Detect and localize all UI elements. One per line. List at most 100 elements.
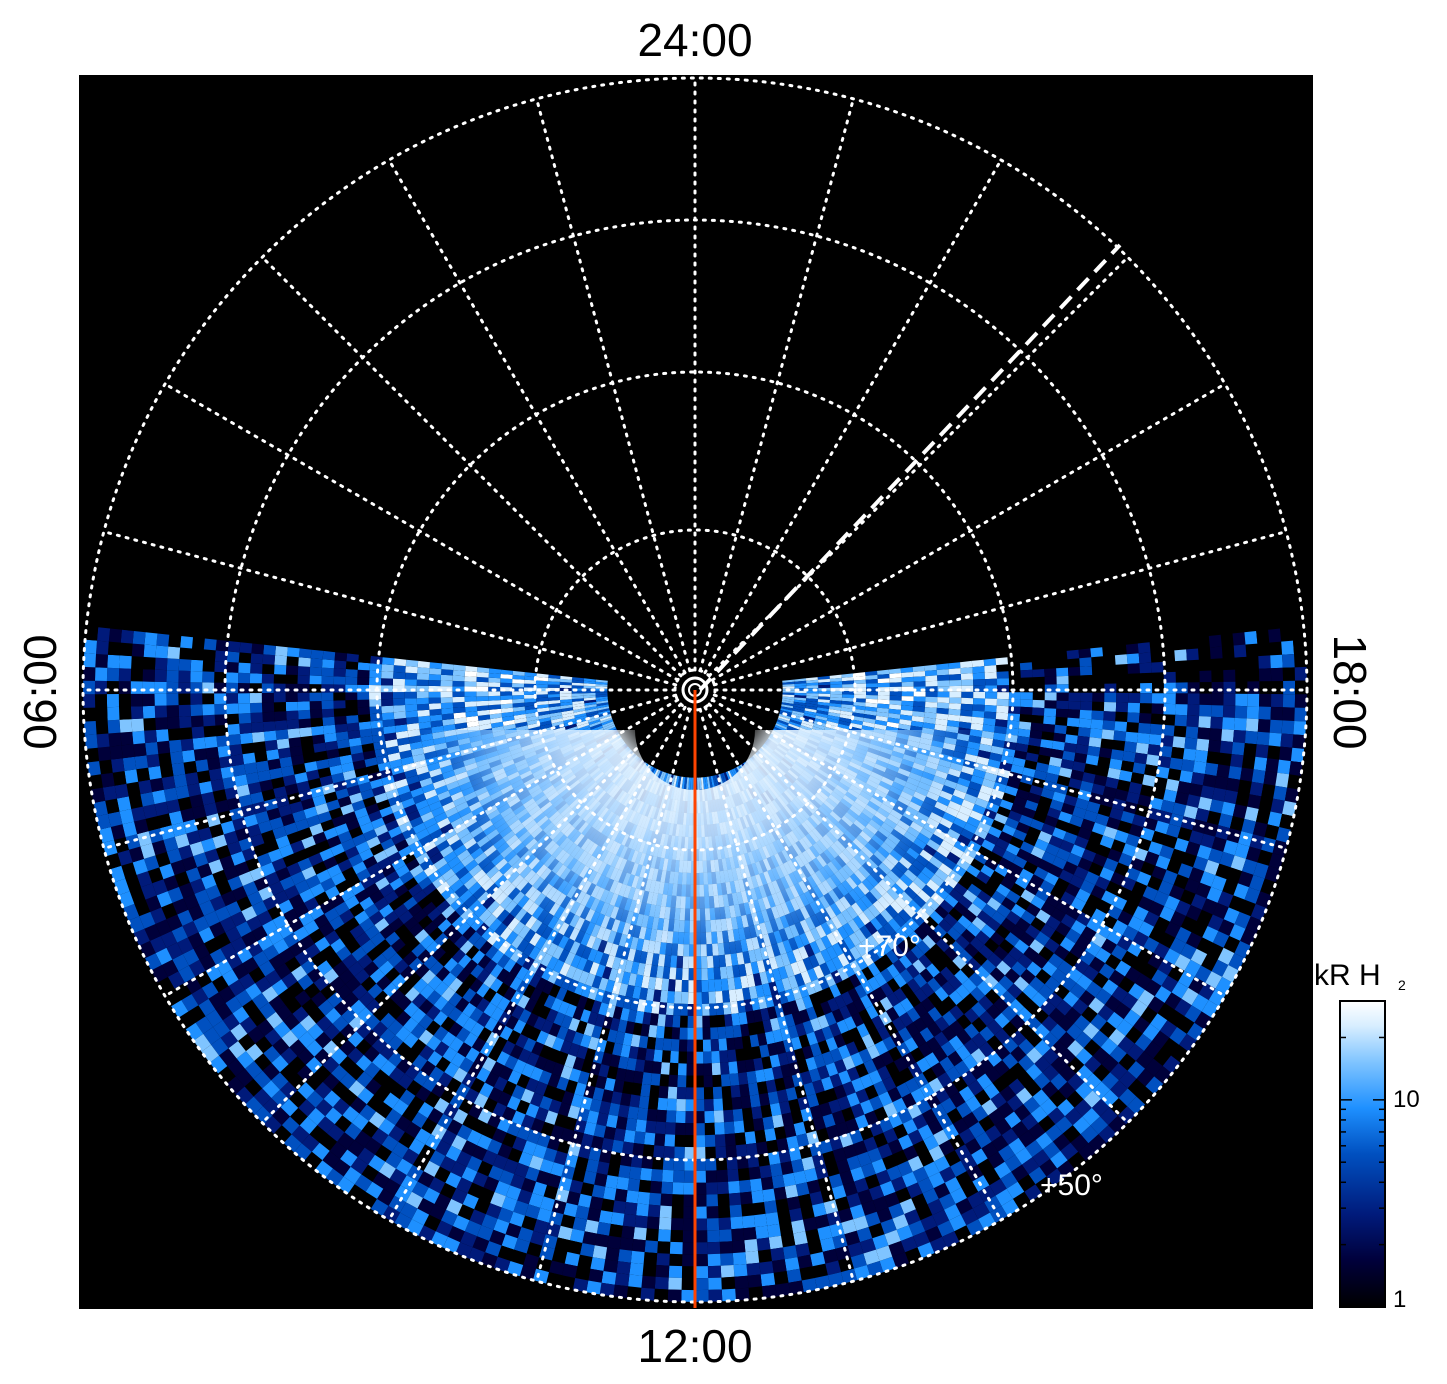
heatmap-cell [794, 683, 807, 687]
heatmap-cell [854, 694, 866, 699]
heatmap-cell [641, 1072, 652, 1085]
heatmap-cell [393, 658, 407, 667]
heatmap-cell [429, 668, 442, 675]
heatmap-cell [670, 1039, 680, 1052]
heatmap-cell [1056, 675, 1069, 685]
heatmap-cell [1128, 693, 1141, 704]
heatmap-cell [441, 669, 454, 676]
heatmap-cell [681, 776, 686, 789]
heatmap-cell [380, 692, 393, 700]
heatmap-cell [1099, 747, 1113, 759]
heatmap-cell [547, 684, 560, 688]
heatmap-cell [712, 1086, 723, 1099]
heatmap-cell [683, 1182, 695, 1195]
heatmap-cell [806, 693, 819, 697]
heatmap-cell [298, 709, 311, 720]
heatmap-cell [266, 749, 280, 761]
heatmap-cell [603, 724, 616, 732]
heatmap-cell [769, 1163, 783, 1177]
heatmap-cell [512, 670, 525, 676]
heatmap-cell [488, 682, 501, 687]
heatmap-cell [1150, 723, 1163, 736]
heatmap-cell [771, 1175, 785, 1189]
heatmap-cell [512, 679, 525, 684]
heatmap-cell [1019, 714, 1032, 723]
heatmap-cell [548, 703, 561, 708]
heatmap-cell [925, 696, 938, 703]
heatmap-cell [488, 691, 501, 697]
heatmap-cell [706, 776, 711, 789]
heatmap-cell [226, 672, 239, 683]
heatmap-cell [841, 704, 854, 709]
heatmap-cell [874, 719, 888, 726]
heatmap-cell [800, 722, 813, 729]
heatmap-cell [524, 679, 537, 684]
heatmap-cell [719, 1050, 729, 1063]
heatmap-cell [262, 654, 276, 665]
heatmap-cell [1175, 693, 1188, 705]
heatmap-cell [720, 1074, 731, 1087]
heatmap-cell [678, 1051, 687, 1064]
heatmap-cell [607, 1163, 621, 1177]
heatmap-cell [625, 1118, 638, 1132]
heatmap-cell [925, 675, 938, 682]
heatmap-cell [670, 1050, 679, 1064]
heatmap-cell [924, 707, 937, 714]
heatmap-cell [550, 715, 563, 721]
heatmap-cell [1186, 715, 1200, 728]
heatmap-cell [805, 677, 818, 681]
heatmap-cell [251, 722, 264, 733]
heatmap-cell [662, 1038, 672, 1051]
heatmap-cell [648, 1096, 659, 1110]
heatmap-cell [595, 681, 608, 685]
heatmap-cell [203, 649, 216, 662]
heatmap-cell [633, 1070, 644, 1084]
heatmap-cell [876, 711, 889, 718]
heatmap-cell [573, 708, 586, 713]
heatmap-cell [901, 700, 914, 707]
heatmap-cell [805, 700, 818, 705]
heatmap-cell [704, 776, 709, 789]
heatmap-cell [877, 699, 890, 705]
heatmap-cell [369, 685, 381, 693]
heatmap-cell [666, 1110, 677, 1123]
heatmap-cell [249, 693, 262, 704]
heatmap-cell [973, 679, 986, 686]
heatmap-cell [1019, 662, 1033, 671]
heatmap-cell [961, 697, 974, 705]
heatmap-cell [877, 691, 890, 696]
heatmap-cell [851, 715, 864, 722]
heatmap-cell [936, 702, 950, 709]
heatmap-cell [274, 655, 287, 666]
heatmap-cell [1043, 715, 1056, 725]
heatmap-cell [525, 708, 538, 714]
heatmap-cell [333, 692, 346, 701]
heatmap-cell [357, 677, 370, 685]
heatmap-cell [276, 738, 290, 750]
heatmap-cell [853, 698, 866, 703]
heatmap-cell [826, 720, 839, 727]
heatmap-cell [1054, 724, 1067, 735]
heatmap-cell [840, 710, 853, 716]
heatmap-cell [392, 678, 405, 686]
heatmap-cell [818, 696, 831, 700]
heatmap-cell [1032, 692, 1045, 701]
heatmap-cell [650, 1073, 661, 1086]
heatmap-cell [806, 698, 819, 702]
heatmap-cell [540, 723, 553, 730]
heatmap-cell [888, 708, 901, 715]
heatmap-cell [274, 720, 288, 731]
heatmap-cell [250, 663, 263, 674]
heatmap-cell [732, 1024, 742, 1038]
heatmap-cell [524, 701, 537, 707]
heatmap-cell [936, 669, 949, 676]
heatmap-cell [285, 683, 298, 693]
heatmap-cell [794, 685, 807, 689]
heatmap-cell [728, 1061, 738, 1074]
heatmap-cell [559, 681, 572, 686]
heatmap-cell [564, 723, 577, 730]
heatmap-cell [464, 691, 477, 697]
heatmap-cell [597, 706, 610, 711]
heatmap-cell [417, 703, 430, 711]
heatmap-cell [381, 678, 393, 686]
